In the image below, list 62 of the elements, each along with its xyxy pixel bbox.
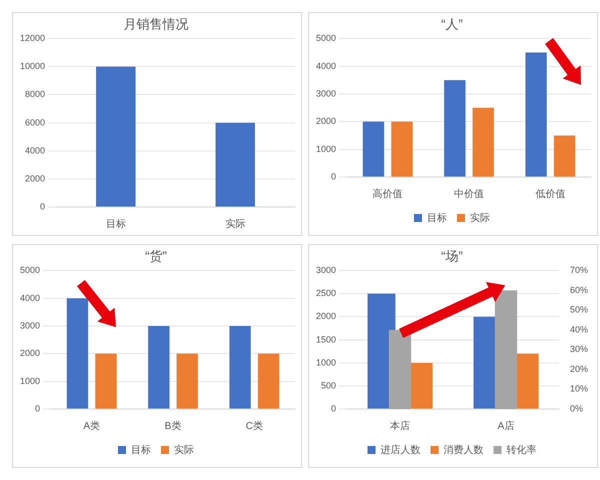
x-tick-label: B类	[164, 420, 182, 432]
y2-tick-label: 0%	[570, 403, 583, 414]
y2-tick-label: 30%	[570, 344, 588, 354]
chart-title: “场”	[441, 248, 463, 264]
legend-label: 目标	[131, 444, 151, 456]
y-tick-label: 0	[35, 403, 40, 414]
y-tick-label: 2500	[316, 288, 336, 298]
chart-title: 月销售情况	[124, 16, 188, 32]
y-tick-label: 2000	[316, 116, 336, 126]
y-tick-label: 1000	[316, 357, 336, 368]
bar	[95, 354, 117, 408]
bar	[472, 108, 494, 176]
x-tick-label: 低价值	[535, 188, 566, 200]
y2-tick-label: 40%	[570, 324, 588, 334]
legend-label: 实际	[174, 444, 194, 456]
y-tick-label: 5000	[20, 265, 40, 276]
legend-label: 进店人数	[380, 444, 420, 456]
bar	[525, 52, 547, 176]
y-tick-label: 3000	[316, 265, 336, 276]
legend-label: 消费人数	[444, 444, 484, 456]
y-tick-label: 6000	[24, 117, 46, 128]
bar	[554, 135, 576, 176]
y-tick-label: 0	[331, 171, 336, 182]
y-tick-label: 0	[40, 201, 46, 212]
bar	[148, 326, 170, 408]
bar	[176, 354, 198, 408]
y-tick-label: 4000	[24, 145, 46, 156]
y-tick-label: 8000	[24, 89, 46, 100]
y-tick-label: 1500	[316, 334, 336, 344]
x-tick-label: A类	[83, 420, 100, 432]
x-tick-label: 本店	[390, 420, 410, 432]
bar	[258, 354, 280, 408]
y2-tick-label: 10%	[570, 384, 588, 394]
y-tick-label: 3000	[316, 88, 336, 98]
bar	[362, 122, 384, 176]
y2-tick-label: 20%	[570, 364, 588, 374]
y2-tick-label: 70%	[570, 265, 588, 276]
y-tick-label: 4000	[20, 292, 40, 303]
y-tick-label: 2000	[20, 348, 40, 358]
x-tick-label: 高价值	[372, 188, 403, 200]
bar	[229, 326, 251, 408]
x-tick-label: A店	[498, 420, 514, 432]
y2-tick-label: 60%	[570, 284, 588, 295]
y-tick-label: 2000	[24, 173, 46, 184]
x-tick-label: C类	[246, 420, 263, 432]
y-tick-label: 5000	[316, 33, 336, 44]
chart-title: “货”	[145, 248, 167, 264]
legend-label: 转化率	[506, 444, 536, 456]
y-tick-label: 1000	[316, 144, 336, 154]
bar	[444, 80, 466, 176]
y-tick-label: 500	[320, 380, 336, 390]
chart-title: “人”	[441, 16, 463, 32]
y-tick-label: 12000	[20, 33, 46, 44]
y-tick-label: 3000	[20, 320, 40, 330]
y-tick-label: 2000	[316, 311, 336, 322]
x-tick-label: 中价值	[454, 188, 484, 200]
bar	[391, 122, 413, 176]
y-tick-label: 1000	[20, 376, 40, 386]
y-tick-label: 0	[331, 403, 336, 414]
y-tick-label: 10000	[20, 61, 46, 72]
y2-tick-label: 50%	[570, 304, 588, 315]
y-tick-label: 4000	[316, 60, 336, 71]
